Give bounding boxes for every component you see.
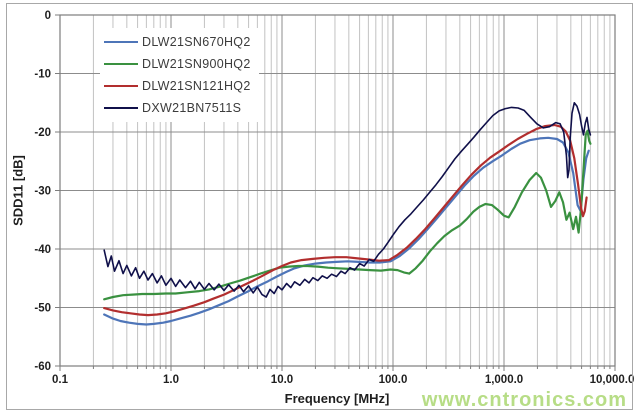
series-line-DLW21SN670HQ2	[103, 136, 590, 326]
x-axis-title: Frequency [MHz]	[284, 391, 390, 406]
x-tick-label: 1.0	[163, 374, 179, 386]
legend-line-swatch	[104, 63, 138, 65]
legend-item: DLW21SN121HQ2	[104, 75, 251, 97]
series-line-DLW21SN900HQ2	[103, 129, 592, 301]
legend-line-swatch	[104, 107, 138, 109]
legend-label: DLW21SN900HQ2	[142, 57, 251, 71]
y-axis-title: SDD11 [dB]	[10, 155, 26, 226]
chart-legend: DLW21SN670HQ2 DLW21SN900HQ2 DLW21SN121HQ…	[100, 28, 259, 122]
y-tick-label: -20	[34, 127, 51, 139]
legend-item: DXW21BN7511S	[104, 97, 251, 119]
x-tick-label: 100.0	[379, 374, 408, 386]
legend-label: DLW21SN121HQ2	[142, 79, 251, 93]
legend-item: DLW21SN900HQ2	[104, 53, 251, 75]
y-tick-label: -60	[34, 361, 51, 373]
legend-line-swatch	[104, 85, 138, 87]
series-lines	[103, 102, 592, 326]
series-line-DXW21BN7511S	[103, 102, 592, 298]
legend-line-swatch	[104, 41, 138, 43]
y-tick-labels: 0 -10 -20 -30 -40 -50 -60	[34, 10, 51, 373]
watermark-text: www.cntronics.com	[421, 389, 627, 411]
legend-label: DLW21SN670HQ2	[142, 35, 251, 49]
x-tick-label: 10,000.0	[590, 374, 635, 386]
x-tick-label: 0.1	[52, 374, 69, 386]
y-tick-label: -10	[34, 69, 51, 81]
legend-label: DXW21BN7511S	[142, 101, 242, 115]
y-tick-label: -50	[34, 303, 51, 315]
x-tick-labels: 0.1 1.0 10.0 100.0 1,000.0 10,000.0	[52, 374, 634, 386]
series-line-DLW21SN121HQ2	[103, 123, 588, 317]
y-tick-label: -30	[34, 186, 51, 198]
axis-ticks	[55, 14, 616, 371]
y-tick-label: -40	[34, 244, 51, 256]
x-tick-label: 10.0	[271, 374, 293, 386]
legend-item: DLW21SN670HQ2	[104, 31, 251, 53]
x-tick-label: 1,000.0	[485, 374, 523, 386]
y-tick-label: 0	[45, 10, 51, 22]
